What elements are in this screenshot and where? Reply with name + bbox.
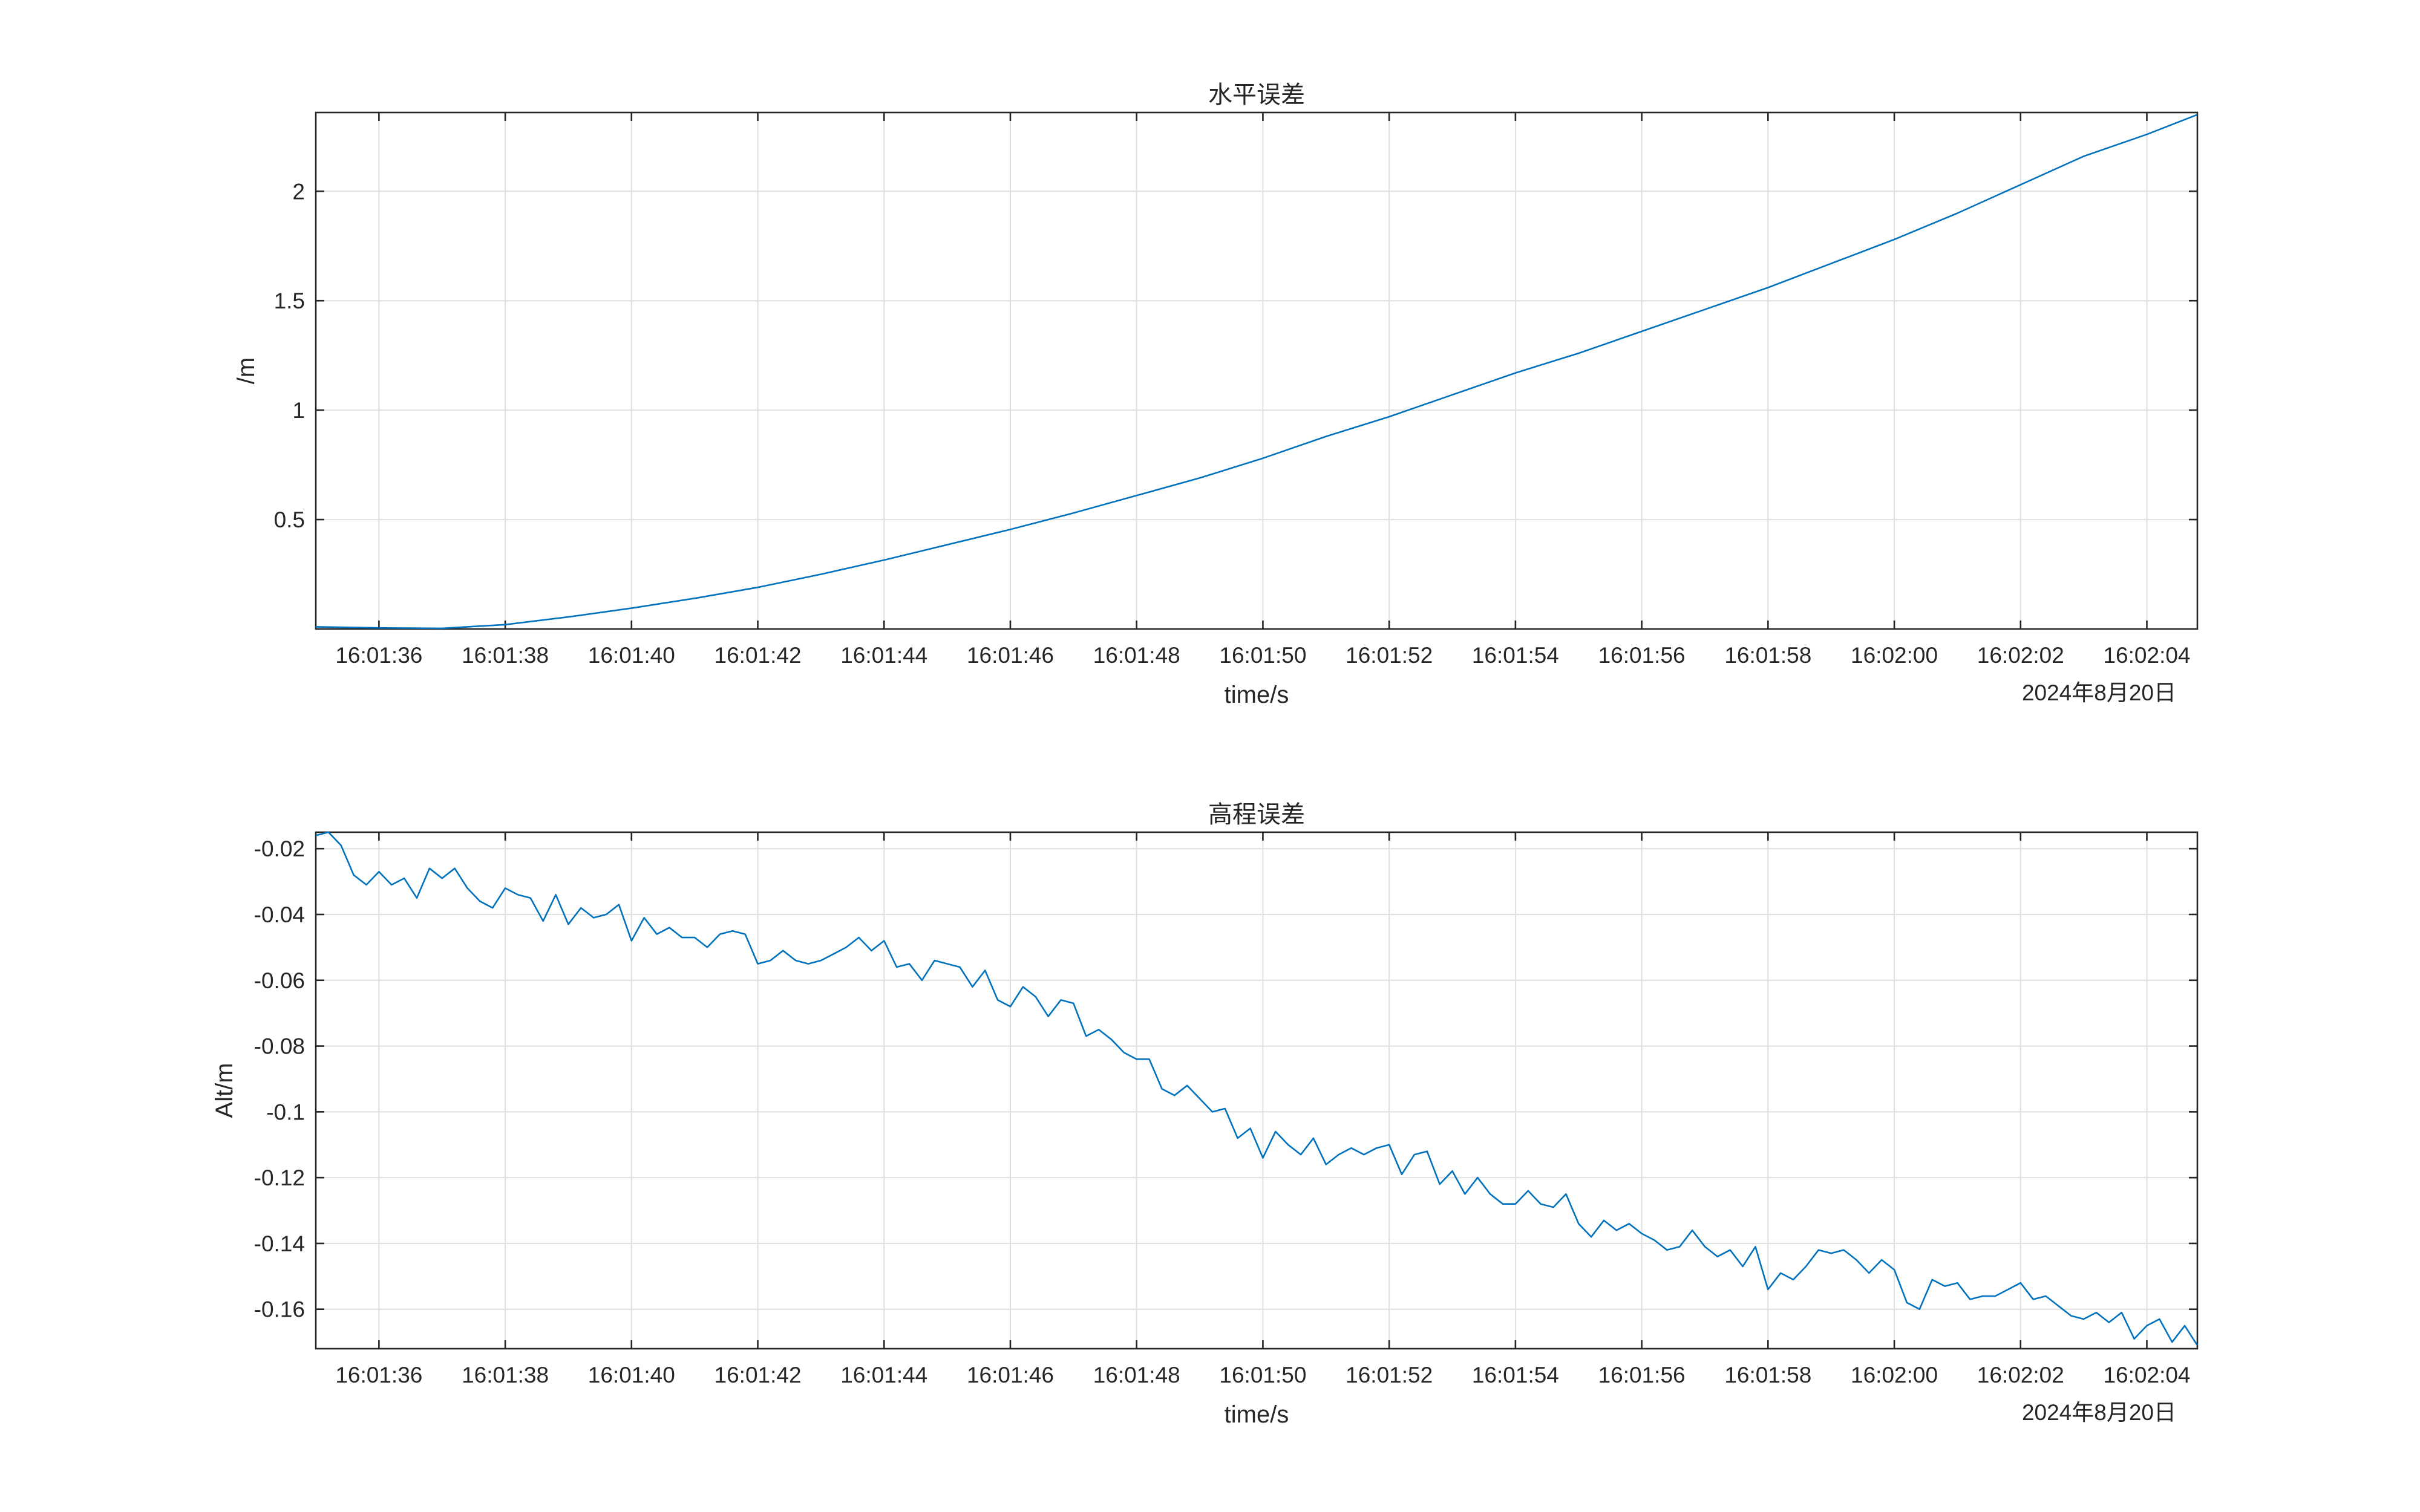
tick-marks: [316, 832, 2197, 1349]
plot-area: [315, 111, 2199, 630]
y-tick-labels: 0.5 1 1.5 2: [274, 179, 305, 532]
altitude-error-line: [315, 831, 2199, 1346]
x-tick-label: 16:01:46: [967, 1363, 1054, 1387]
y-axis-label: Alt/m: [211, 1063, 238, 1118]
x-tick-label: 16:01:56: [1598, 1363, 1686, 1387]
y-tick-label: 0.5: [274, 507, 305, 532]
horizontal-error-line: [315, 114, 2198, 630]
x-tick-label: 16:01:56: [1598, 643, 1686, 668]
date-label: 2024年8月20日: [2022, 680, 2176, 705]
y-tick-label: -0.16: [254, 1297, 305, 1322]
x-tick-label: 16:02:00: [1851, 643, 1938, 668]
x-tick-label: 16:01:40: [588, 643, 675, 668]
chart-title: 水平误差: [1208, 81, 1305, 109]
x-tick-label: 16:01:44: [840, 1363, 927, 1387]
x-tick-labels: 16:01:36 16:01:38 16:01:40 16:01:42 16:01:44…: [335, 643, 2190, 668]
y-tick-label: 1: [292, 398, 305, 423]
gridlines: [316, 112, 2197, 629]
x-tick-labels: 16:01:36 16:01:38 16:01:40 16:01:42 16:01:44…: [335, 1363, 2190, 1387]
x-tick-label: 16:01:54: [1472, 1363, 1559, 1387]
y-tick-label: -0.12: [254, 1165, 305, 1190]
x-tick-label: 16:01:52: [1346, 643, 1433, 668]
horizontal-error-axes: 16:01:36 16:01:38 16:01:40 16:01:42 16:01:44…: [233, 81, 2199, 708]
x-tick-label: 16:01:38: [462, 643, 549, 668]
y-tick-label: 1.5: [274, 288, 305, 313]
y-tick-labels: -0.02 -0.04 -0.06 -0.08 -0.1 -0.12 -0.14 -0.16: [254, 836, 305, 1322]
x-tick-label: 16:01:40: [588, 1363, 675, 1387]
y-tick-label: -0.06: [254, 968, 305, 993]
x-tick-label: 16:01:42: [715, 643, 802, 668]
x-tick-label: 16:01:36: [335, 643, 422, 668]
y-tick-label: -0.02: [254, 836, 305, 861]
y-tick-label: -0.14: [254, 1231, 305, 1256]
x-tick-label: 16:02:00: [1851, 1363, 1938, 1387]
y-tick-label: -0.04: [254, 902, 305, 927]
x-tick-label: 16:01:48: [1093, 1363, 1180, 1387]
x-tick-label: 16:02:04: [2103, 643, 2190, 668]
x-tick-label: 16:01:38: [462, 1363, 549, 1387]
x-tick-label: 16:01:58: [1724, 1363, 1811, 1387]
x-tick-label: 16:01:58: [1724, 643, 1811, 668]
x-tick-label: 16:01:50: [1219, 1363, 1306, 1387]
chart-title: 高程误差: [1208, 801, 1305, 829]
x-axis-label: time/s: [1225, 1401, 1289, 1428]
x-tick-label: 16:01:48: [1093, 643, 1180, 668]
x-tick-label: 16:01:42: [715, 1363, 802, 1387]
x-tick-label: 16:01:50: [1219, 643, 1306, 668]
y-tick-label: -0.1: [266, 1100, 305, 1124]
x-tick-label: 16:01:52: [1346, 1363, 1433, 1387]
x-tick-label: 16:01:46: [967, 643, 1054, 668]
x-tick-label: 16:02:04: [2103, 1363, 2190, 1387]
gridlines: [316, 832, 2197, 1349]
x-tick-label: 16:02:02: [1977, 643, 2064, 668]
x-axis-label: time/s: [1225, 682, 1289, 708]
x-tick-label: 16:01:36: [335, 1363, 422, 1387]
plot-area: [315, 831, 2199, 1350]
x-tick-label: 16:01:54: [1472, 643, 1559, 668]
y-tick-label: 2: [292, 179, 305, 204]
x-tick-label: 16:02:02: [1977, 1363, 2064, 1387]
date-label: 2024年8月20日: [2022, 1400, 2176, 1425]
y-tick-label: -0.08: [254, 1034, 305, 1059]
altitude-error-axes: 16:01:36 16:01:38 16:01:40 16:01:42 16:01:44…: [211, 801, 2199, 1428]
y-axis-label: /m: [233, 357, 260, 384]
x-tick-label: 16:01:44: [840, 643, 927, 668]
